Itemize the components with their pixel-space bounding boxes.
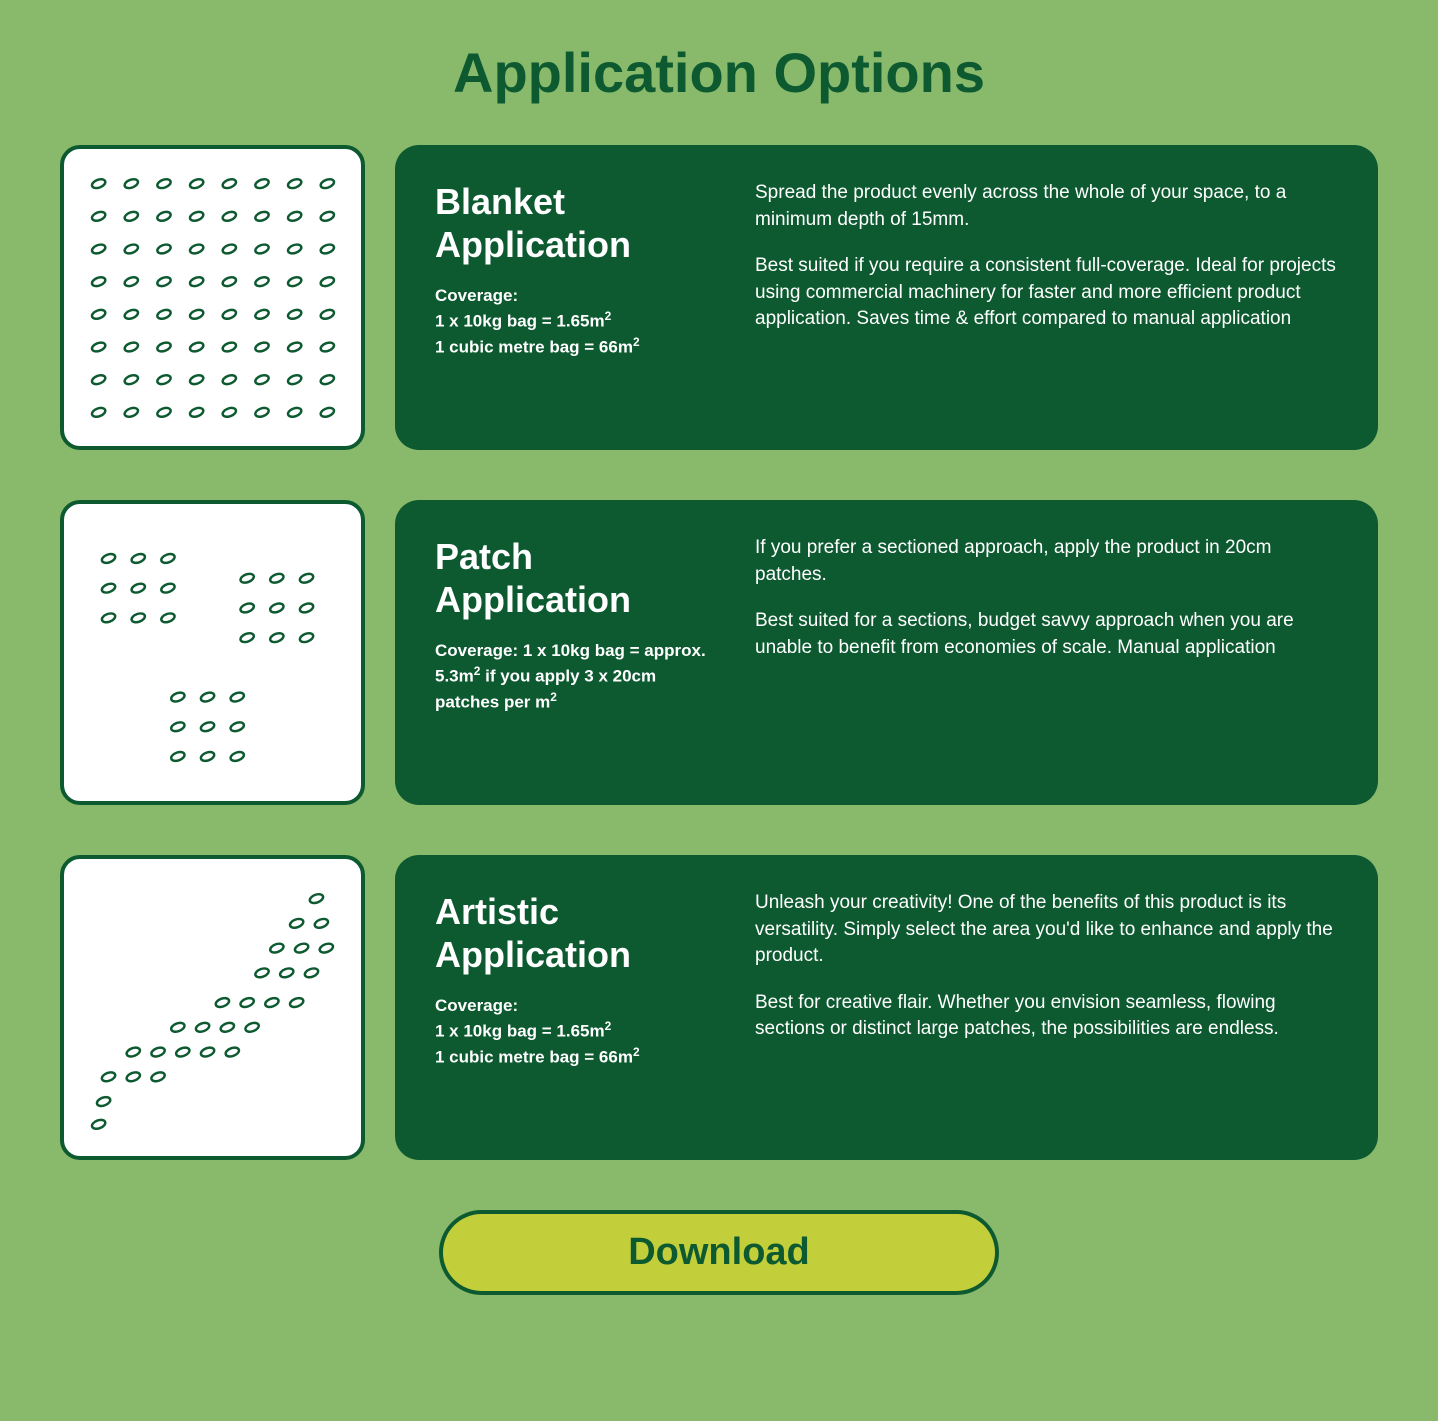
card-artistic: Artistic Application Coverage: 1 x 10kg … (395, 855, 1378, 1160)
icon-artistic (60, 855, 365, 1160)
download-label: Download (628, 1231, 810, 1274)
desc2-artistic: Best for creative flair. Whether you env… (755, 990, 1338, 1043)
desc1-blanket: Spread the product evenly across the who… (755, 180, 1338, 233)
option-row-artistic: Artistic Application Coverage: 1 x 10kg … (60, 855, 1378, 1160)
card-title-blanket: Blanket Application (435, 180, 715, 266)
card-blanket: Blanket Application Coverage: 1 x 10kg b… (395, 145, 1378, 450)
option-row-patch: Patch Application Coverage: 1 x 10kg bag… (60, 500, 1378, 805)
download-button[interactable]: Download (439, 1210, 999, 1295)
coverage-label-blanket: Coverage: (435, 284, 715, 308)
desc1-patch: If you prefer a sectioned approach, appl… (755, 535, 1338, 588)
icon-patch (60, 500, 365, 805)
page-title: Application Options (60, 40, 1378, 105)
coverage-line2-artistic: 1 cubic metre bag = 66m2 (435, 1044, 715, 1069)
desc1-artistic: Unleash your creativity! One of the bene… (755, 890, 1338, 970)
card-title-artistic: Artistic Application (435, 890, 715, 976)
coverage-label-artistic: Coverage: (435, 994, 715, 1018)
coverage-label-patch: Coverage: 1 x 10kg bag = approx. 5.3m2 i… (435, 639, 715, 714)
coverage-line1-artistic: 1 x 10kg bag = 1.65m2 (435, 1018, 715, 1043)
coverage-line1-blanket: 1 x 10kg bag = 1.65m2 (435, 308, 715, 333)
coverage-line2-blanket: 1 cubic metre bag = 66m2 (435, 334, 715, 359)
desc2-blanket: Best suited if you require a consistent … (755, 253, 1338, 333)
option-row-blanket: Blanket Application Coverage: 1 x 10kg b… (60, 145, 1378, 450)
icon-blanket (60, 145, 365, 450)
card-title-patch: Patch Application (435, 535, 715, 621)
desc2-patch: Best suited for a sections, budget savvy… (755, 608, 1338, 661)
card-patch: Patch Application Coverage: 1 x 10kg bag… (395, 500, 1378, 805)
